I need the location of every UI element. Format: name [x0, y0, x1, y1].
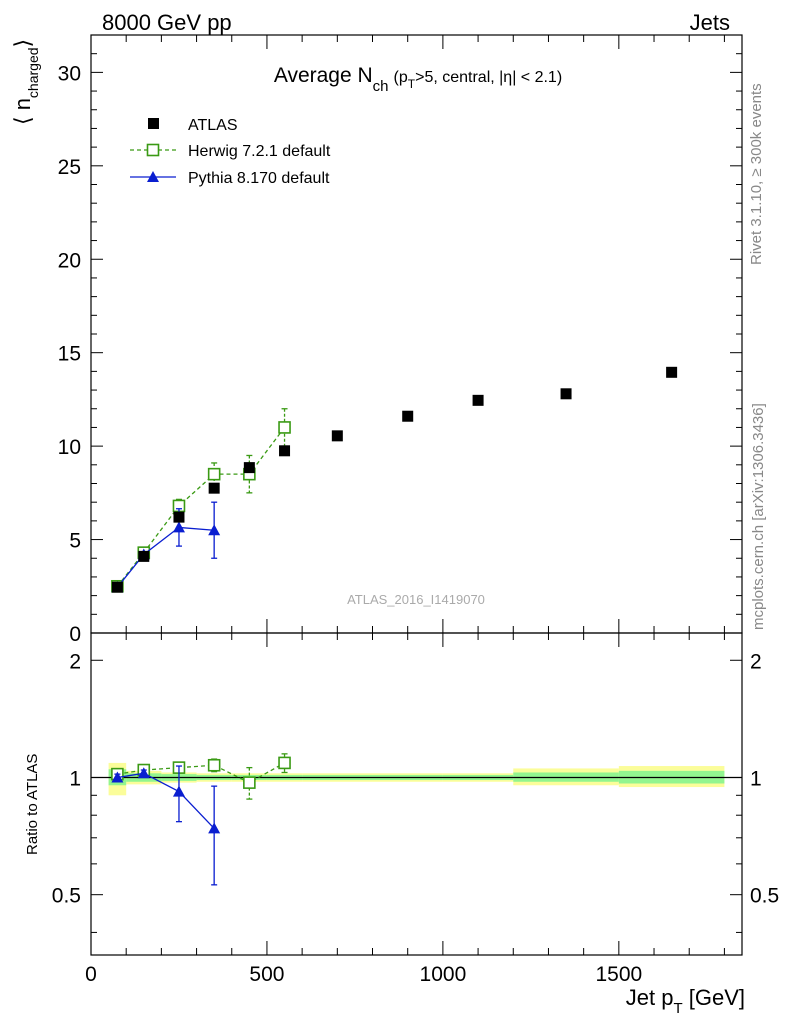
legend-pythia-marker: [147, 171, 159, 182]
header-left: 8000 GeV pp: [102, 10, 232, 35]
data-point: [111, 771, 124, 783]
y-tick-label: 15: [58, 343, 81, 366]
title-psub: T: [408, 77, 416, 91]
rivet-label: Rivet 3.1.10, ≥ 300k events: [748, 83, 765, 265]
ratio-y-tick-label-right: 1: [750, 767, 762, 790]
legend-herwig-label: Herwig 7.2.1 default: [188, 143, 331, 160]
y-tick-label: 30: [58, 62, 81, 85]
data-point: [208, 482, 220, 494]
title-sub: ch: [373, 78, 389, 95]
y-tick-label: 25: [58, 156, 81, 179]
main-panel: 0 5 10 15 20 25 30 ATLAS_2016_I1419070 Average…: [10, 34, 743, 646]
y-tick-label: 5: [69, 530, 81, 553]
data-point: [243, 776, 256, 789]
ratio-y-tick-label-right: 2: [750, 650, 762, 673]
ratio-y-tick-label: 2: [69, 650, 81, 673]
data-point: [402, 410, 414, 422]
header-right: Jets: [690, 10, 730, 35]
data-point: [172, 521, 185, 533]
ylabel-pre: ⟨ n: [10, 98, 35, 125]
legend: ATLAS Herwig 7.2.1 default Pythia 8.170 …: [130, 117, 331, 187]
ratio-y-axis-label: Ratio to ATLAS: [24, 754, 41, 855]
data-point: [172, 785, 185, 797]
ratio-panel: 0.5 0.5 1 1 2 2 0 500 1000 1500 Ratio to ATLAS Je…: [24, 632, 779, 1017]
data-point: [208, 524, 221, 536]
legend-herwig-marker: [146, 143, 160, 157]
y-tick-label: 0: [69, 623, 81, 646]
data-point: [666, 366, 678, 378]
data-point: [137, 767, 150, 779]
series-line: [117, 772, 215, 829]
y-tick-label: 20: [58, 249, 81, 272]
title-p: (p: [394, 69, 408, 86]
legend-atlas-marker: [148, 118, 159, 129]
legend-atlas-label: ATLAS: [188, 117, 238, 134]
legend-pythia-label: Pythia 8.170 default: [188, 170, 330, 187]
title-main: Average N: [274, 64, 373, 87]
chart-watermark: ATLAS_2016_I1419070: [347, 592, 485, 607]
x-axis-label: Jet pT [GeV]: [626, 985, 745, 1017]
x-tick-label: 1500: [595, 963, 642, 986]
data-point: [208, 822, 221, 834]
data-point: [331, 430, 343, 442]
data-point: [279, 445, 291, 457]
ratio-y-tick-label: 1: [69, 767, 81, 790]
y-tick-label: 10: [58, 436, 81, 459]
data-point: [278, 421, 291, 434]
ylabel-post: ⟩: [10, 39, 35, 48]
data-point: [111, 581, 123, 593]
y-axis-label: ⟨ ncharged⟩: [10, 39, 41, 125]
xlabel-pre: Jet p: [626, 985, 674, 1010]
x-tick-label: 1000: [420, 963, 467, 986]
ylabel-sub: charged: [25, 47, 41, 98]
mcplots-label: mcplots.cern.ch [arXiv:1306.3436]: [750, 403, 767, 630]
data-point: [207, 758, 221, 772]
data-point: [472, 394, 484, 406]
xlabel-sub: T: [673, 1000, 682, 1017]
data-point: [278, 756, 291, 770]
ratio-frame: [90, 632, 743, 956]
ratio-y-tick-label: 0.5: [52, 885, 81, 908]
x-tick-label: 500: [249, 963, 284, 986]
x-tick-label: 0: [85, 963, 97, 986]
ratio-y-tick-label-right: 0.5: [750, 885, 779, 908]
xlabel-post: [GeV]: [683, 985, 745, 1010]
data-point: [138, 550, 150, 562]
series-line: [116, 427, 286, 587]
data-point: [173, 511, 185, 523]
title-rest: >5, central, |η| < 2.1): [415, 69, 562, 86]
chart-title: Average Nch (pT>5, central, |η| < 2.1): [274, 64, 562, 95]
data-point: [560, 388, 572, 400]
data-point: [207, 467, 221, 481]
series-line: [116, 526, 215, 588]
data-point: [243, 462, 255, 474]
